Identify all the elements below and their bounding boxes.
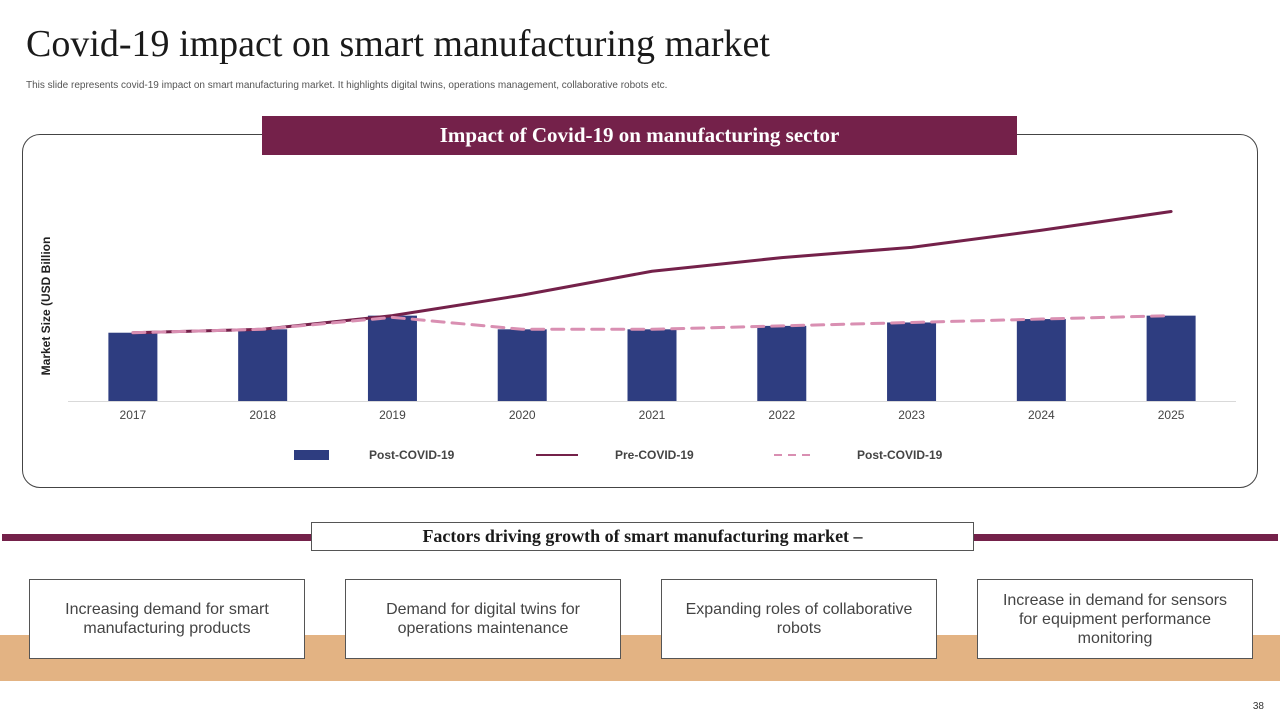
chart-x-tick-label: 2017 [120,408,147,422]
chart-bar-2022 [757,325,807,401]
chart-x-tick-label: 2025 [1158,408,1185,422]
chart-x-tick-label: 2019 [379,408,406,422]
factor-text: Increase in demand for sensors for equip… [1002,591,1228,647]
legend-label: Pre-COVID-19 [615,448,694,462]
slide-subtitle: This slide represents covid-19 impact on… [26,80,668,91]
chart-bar-2019 [367,315,417,401]
chart-bar-2020 [497,329,547,401]
factor-text: Expanding roles of collaborative robots [685,601,913,637]
chart-bar-2024 [1016,319,1066,401]
divider-line-right [974,534,1278,541]
legend-swatch-bar [294,450,329,460]
factor-card-4: Increase in demand for sensors for equip… [977,579,1253,659]
chart-x-tick-label: 2023 [898,408,925,422]
chart-x-tick-label: 2022 [768,408,795,422]
factor-card-1: Increasing demand for smart manufacturin… [29,579,305,659]
divider-line-left [2,534,311,541]
chart-x-tick-label: 2021 [639,408,666,422]
factor-card-3: Expanding roles of collaborative robots [661,579,937,659]
factor-text: Increasing demand for smart manufacturin… [65,601,269,637]
legend-label: Post-COVID-19 [369,448,455,462]
chart-bar-2021 [627,329,677,401]
chart-x-tick-label: 2020 [509,408,536,422]
chart-x-tick-label: 2024 [1028,408,1055,422]
chart-x-tick-label: 2018 [249,408,276,422]
chart-line-pre-covid [131,210,1173,335]
factor-text: Demand for digital twins for operations … [386,601,580,637]
chart-bar-2025 [1146,315,1196,401]
chart-bar-2018 [238,329,288,401]
factor-card-2: Demand for digital twins for operations … [345,579,621,659]
factors-header: Factors driving growth of smart manufact… [311,522,974,551]
chart-title: Impact of Covid-19 on manufacturing sect… [262,116,1017,155]
chart-y-axis-label: Market Size (USD Billion [39,236,53,376]
chart-line-post-covid-dashed [131,314,1173,335]
chart-bar-2017 [108,332,158,401]
legend-label: Post-COVID-19 [857,448,943,462]
chart-bar-2023 [887,322,937,401]
page-number: 38 [1252,701,1264,712]
slide-title: Covid-19 impact on smart manufacturing m… [26,23,770,65]
